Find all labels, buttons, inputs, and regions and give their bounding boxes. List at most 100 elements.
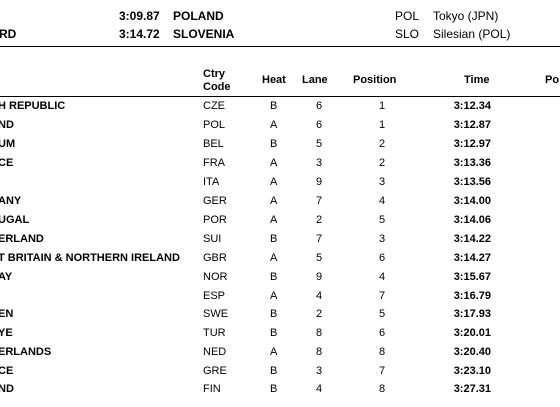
lane: 4 xyxy=(316,383,323,395)
position: 3 xyxy=(379,233,386,245)
country-code: FRA xyxy=(203,157,225,169)
position: 3 xyxy=(379,176,386,188)
country-code: ITA xyxy=(203,176,220,188)
lane: 9 xyxy=(316,176,323,188)
table-row: H REPUBLIC CZE B 6 1 3:12.34 xyxy=(0,98,560,117)
country-code: POL xyxy=(203,119,226,131)
position: 2 xyxy=(379,138,386,150)
table-row: ANY GER A 7 4 3:14.00 xyxy=(0,193,560,212)
heat: B xyxy=(270,327,278,339)
position: 6 xyxy=(379,327,386,339)
country-code: NED xyxy=(203,346,227,358)
time: 3:12.97 xyxy=(453,138,491,150)
lane: 3 xyxy=(316,365,323,377)
lane: 8 xyxy=(316,327,323,339)
position: 4 xyxy=(379,195,386,207)
heat: B xyxy=(270,383,278,395)
nation-name: CE xyxy=(0,365,14,377)
heat: B xyxy=(270,365,278,377)
table-row: UM BEL B 5 2 3:12.97 xyxy=(0,136,560,155)
country-code: NOR xyxy=(203,271,228,283)
position: 6 xyxy=(379,252,386,264)
country-code: TUR xyxy=(203,327,226,339)
time: 3:20.40 xyxy=(453,346,491,358)
lane: 2 xyxy=(316,214,323,226)
time: 3:13.56 xyxy=(453,176,491,188)
table-row: ITA A 9 3 3:13.56 xyxy=(0,174,560,193)
records-divider xyxy=(0,46,560,47)
heat: A xyxy=(270,157,278,169)
lane: 8 xyxy=(316,346,323,358)
heat: A xyxy=(270,290,278,302)
record-time: 3:09.87 xyxy=(119,9,160,23)
position: 5 xyxy=(379,308,386,320)
header-position: Position xyxy=(353,74,397,86)
time: 3:14.00 xyxy=(453,195,491,207)
time: 3:14.22 xyxy=(453,233,491,245)
record-nation: SLOVENIA xyxy=(173,27,235,41)
nation-name: ERLANDS xyxy=(0,346,52,358)
time: 3:12.87 xyxy=(453,119,491,131)
table-row: ESP A 4 7 3:16.79 xyxy=(0,288,560,307)
nation-name: ND xyxy=(0,119,14,131)
country-code: FIN xyxy=(203,383,221,395)
header-divider xyxy=(0,96,560,97)
time: 3:14.06 xyxy=(453,214,491,226)
heat: A xyxy=(270,252,278,264)
lane: 7 xyxy=(316,233,323,245)
nation-name: ERLAND xyxy=(0,233,44,245)
nation-name: ANY xyxy=(0,195,22,207)
heat: A xyxy=(270,176,278,188)
table-row: AY NOR B 9 4 3:15.67 xyxy=(0,269,560,288)
header-ctry: Ctry xyxy=(203,68,226,80)
lane: 3 xyxy=(316,157,323,169)
record-time: 3:14.72 xyxy=(119,27,160,41)
table-row: ND FIN B 4 8 3:27.31 xyxy=(0,381,560,400)
lane: 5 xyxy=(316,252,323,264)
time: 3:17.93 xyxy=(453,308,491,320)
position: 7 xyxy=(379,365,386,377)
record-nation: POLAND xyxy=(173,9,224,23)
nation-name: CE xyxy=(0,157,14,169)
position: 4 xyxy=(379,271,386,283)
nation-name: T BRITAIN & NORTHERN IRELAND xyxy=(0,252,180,264)
table-row: YE TUR B 8 6 3:20.01 xyxy=(0,325,560,344)
record-code: POL xyxy=(395,9,420,23)
time: 3:12.34 xyxy=(453,100,491,112)
heat: A xyxy=(270,346,278,358)
lane: 4 xyxy=(316,290,323,302)
heat: B xyxy=(270,138,278,150)
nation-name: AY xyxy=(0,271,13,283)
nation-name: UM xyxy=(0,138,16,150)
heat: B xyxy=(270,100,278,112)
country-code: GER xyxy=(203,195,227,207)
position: 1 xyxy=(379,119,386,131)
time: 3:27.31 xyxy=(453,383,491,395)
position: 8 xyxy=(379,346,386,358)
country-code: ESP xyxy=(203,290,226,302)
nation-name: UGAL xyxy=(0,214,30,226)
country-code: SUI xyxy=(203,233,222,245)
table-row: T BRITAIN & NORTHERN IRELAND GBR A 5 6 3… xyxy=(0,250,560,269)
time: 3:20.01 xyxy=(453,327,491,339)
position: 7 xyxy=(379,290,386,302)
country-code: BEL xyxy=(203,138,224,150)
country-code: SWE xyxy=(203,308,229,320)
lane: 2 xyxy=(316,308,323,320)
lane: 9 xyxy=(316,271,323,283)
table-row: ERLAND SUI B 7 3 3:14.22 xyxy=(0,231,560,250)
lane: 6 xyxy=(316,100,323,112)
country-code: GBR xyxy=(203,252,227,264)
nation-name: ND xyxy=(0,383,14,395)
country-code: GRE xyxy=(203,365,227,377)
time: 3:15.67 xyxy=(453,271,491,283)
heat: B xyxy=(270,308,278,320)
table-row: EN SWE B 2 5 3:17.93 xyxy=(0,306,560,325)
heat: B xyxy=(270,233,278,245)
position: 2 xyxy=(379,157,386,169)
position: 5 xyxy=(379,214,386,226)
header-lane: Lane xyxy=(302,74,328,86)
position: 1 xyxy=(379,100,386,112)
table-row: CE FRA A 3 2 3:13.36 xyxy=(0,155,560,174)
time: 3:14.27 xyxy=(453,252,491,264)
